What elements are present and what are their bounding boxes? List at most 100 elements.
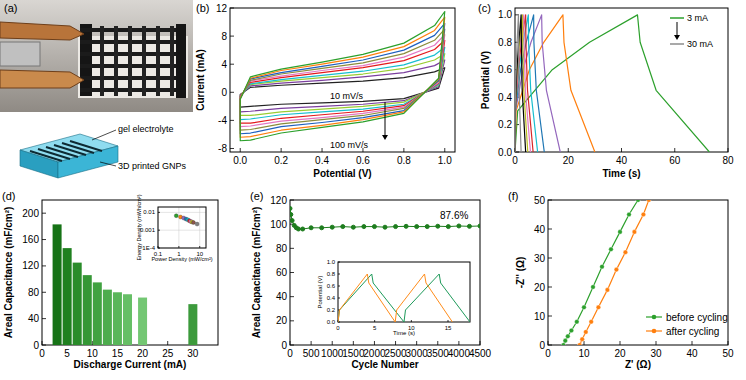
point: [591, 285, 596, 290]
tick-label: 80: [28, 287, 40, 298]
tick: [548, 287, 552, 288]
tick-label: 0: [545, 348, 551, 359]
panel-label: (c): [478, 2, 491, 14]
tick: [444, 148, 445, 152]
series-line: [515, 15, 544, 152]
arrow-head: [382, 135, 388, 140]
axes: 0.00.20.40.60.81.0-8-404812Potential (V)…: [195, 3, 455, 180]
bar: [103, 290, 112, 345]
axes: 0510150.00.20.40.60.81.0Time (s)Potentia…: [317, 259, 470, 336]
leader-line: [100, 162, 116, 166]
plot-area: [290, 206, 480, 231]
plot-background: [230, 8, 455, 152]
plot-area: [240, 12, 445, 141]
series-line: [515, 15, 528, 152]
tick-label: 10: [534, 311, 546, 322]
plot-frame: [230, 8, 455, 152]
tick: [458, 341, 459, 345]
axis-label: Time (s): [602, 168, 640, 179]
tick-label: 0: [287, 348, 293, 359]
tick: [322, 148, 323, 152]
tick-label: 500: [303, 348, 320, 359]
panel-label: (e): [250, 190, 263, 202]
bar: [83, 275, 92, 345]
legend-marker: [652, 329, 657, 334]
bar: [53, 224, 62, 345]
tick: [548, 258, 552, 259]
tick: [92, 341, 93, 345]
point: [627, 212, 632, 217]
tick: [374, 341, 375, 345]
tick-label: 1E-4: [142, 245, 155, 251]
photo: [0, 0, 193, 112]
electrode-finger: [128, 26, 132, 96]
point: [191, 220, 195, 224]
tick-label: 20: [534, 282, 546, 293]
plot-background: [548, 200, 728, 345]
point: [290, 206, 292, 210]
arrow: [677, 22, 678, 36]
tick: [692, 341, 693, 345]
tick: [656, 341, 657, 345]
tick-label: 5: [373, 325, 377, 331]
bar: [63, 248, 72, 345]
point: [623, 250, 628, 255]
tick: [230, 148, 234, 149]
comb-line: [70, 141, 102, 151]
tick-label: 0.4: [327, 295, 336, 301]
bar: [188, 304, 197, 345]
point: [600, 264, 605, 269]
tick: [42, 213, 46, 214]
tick: [395, 341, 396, 345]
electrode-finger: [170, 26, 174, 96]
point: [632, 230, 637, 235]
point: [580, 337, 585, 342]
series-line: [338, 274, 452, 322]
series-line: [515, 15, 538, 152]
tick-label: 1.0: [438, 155, 452, 166]
axis-label: Current (mA): [195, 49, 206, 111]
schematic: [20, 130, 118, 178]
axis-label: Z' (Ω): [625, 359, 651, 370]
figure: (a)gel electrolyte3D printed GNPs0.00.20…: [0, 0, 746, 380]
point: [467, 224, 471, 228]
tick-label: 0.6: [327, 283, 336, 289]
point: [569, 328, 574, 333]
tick-label: -8: [218, 143, 227, 154]
tick-label: 15: [112, 348, 124, 359]
leader-line: [92, 130, 116, 140]
tick-label: 0.2: [327, 307, 336, 313]
plot-frame: [338, 262, 470, 322]
plot-frame: [515, 8, 728, 152]
photo-background: [0, 0, 193, 112]
tick-label: 10: [578, 348, 590, 359]
tick-label: 0.0: [233, 155, 247, 166]
series-line: [515, 15, 530, 152]
axes: 0204060800.00.20.40.60.81.0Time (s)Poten…: [480, 8, 734, 179]
series-line: [515, 15, 595, 152]
tick: [568, 148, 569, 152]
tick: [674, 148, 675, 152]
series-line: [338, 274, 470, 322]
series-line: [515, 15, 526, 152]
tick: [416, 341, 417, 345]
plot-background: [515, 8, 728, 152]
tick-label: -4: [218, 115, 227, 126]
tick-label: 80: [276, 243, 288, 254]
tick-label: 50: [534, 195, 546, 206]
tick: [42, 265, 46, 266]
point: [372, 225, 376, 229]
tick-label: 0.0: [498, 147, 512, 158]
clip: [0, 22, 84, 40]
tick-label: 5: [64, 348, 70, 359]
electrode-finger: [142, 26, 146, 96]
tick: [230, 64, 234, 65]
tick-label: 30: [534, 253, 546, 264]
point: [309, 226, 313, 230]
axis-label: Power Density (mW/cm²): [151, 256, 212, 262]
axis-label: Potential (V): [313, 168, 371, 179]
tick-label: 2000: [363, 348, 386, 359]
axes: 0102030405001020304050Z' (Ω)-Z'' (Ω): [515, 195, 734, 371]
point: [296, 227, 300, 231]
tick-label: 1.0: [498, 9, 512, 20]
